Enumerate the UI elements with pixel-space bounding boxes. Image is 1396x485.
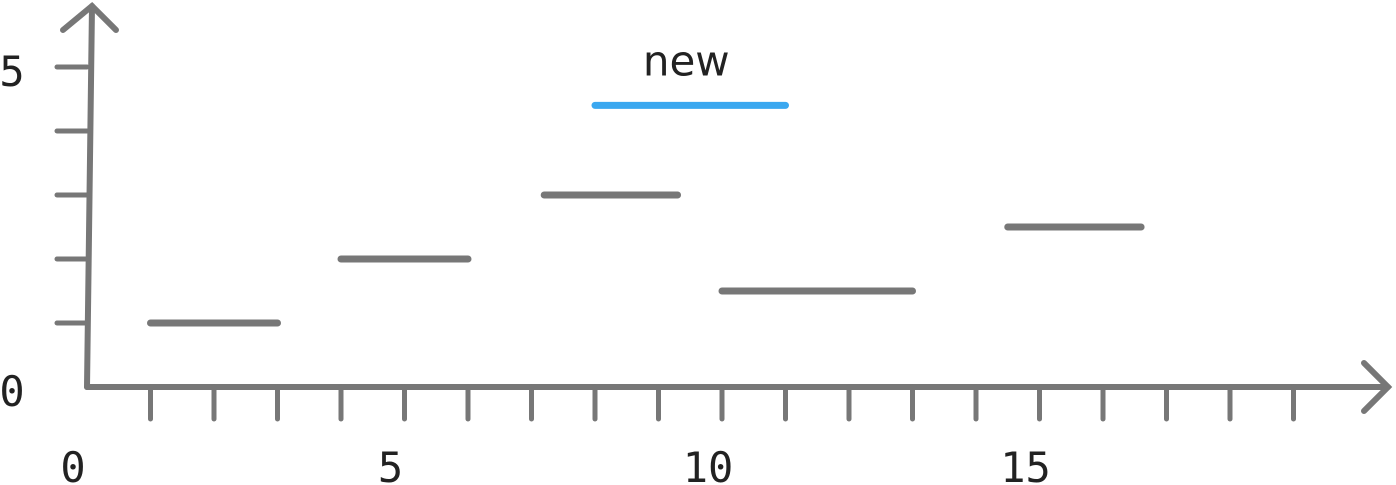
y-tick-label: 5 xyxy=(0,47,25,96)
x-axis-arrowhead xyxy=(1361,360,1393,414)
y-axis-arrowhead xyxy=(60,1,119,33)
x-tick-label: 10 xyxy=(683,443,734,485)
segment-label: new xyxy=(643,36,730,85)
x-tick-label: 0 xyxy=(60,443,85,485)
y-axis-ticks: 05 xyxy=(0,47,90,416)
x-axis-ticks: 0 5 10 15 xyxy=(60,384,1296,485)
y-tick-label: 0 xyxy=(0,367,25,416)
x-tick-label: 5 xyxy=(378,443,403,485)
interval-segments: new xyxy=(147,36,1145,327)
x-tick-label: 15 xyxy=(1000,443,1051,485)
